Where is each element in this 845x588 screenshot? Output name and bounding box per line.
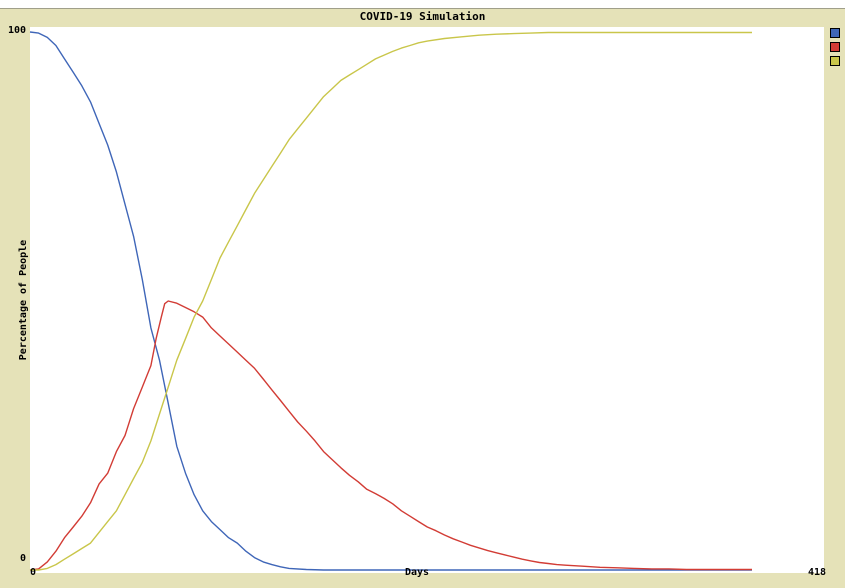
plot-background [30,27,824,573]
series-line-1 [29,31,752,571]
legend-swatch-3 [830,56,840,66]
series-layer [29,31,752,571]
legend-swatch-1 [830,28,840,38]
x-tick-label-min: 0 [30,567,37,578]
y-tick-label-min: 0 [20,553,27,564]
frame-top-border [0,8,845,9]
y-axis-label: Percentage of People [18,239,29,361]
series-line-3 [30,31,752,571]
y-tick-label-max: 100 [8,25,27,36]
chart-title: COVID-19 Simulation [359,10,486,23]
legend-swatch-2 [830,42,840,52]
x-tick-label-max: 418 [808,567,827,578]
series-line-2 [29,300,752,571]
x-axis-label: Days [405,567,430,578]
